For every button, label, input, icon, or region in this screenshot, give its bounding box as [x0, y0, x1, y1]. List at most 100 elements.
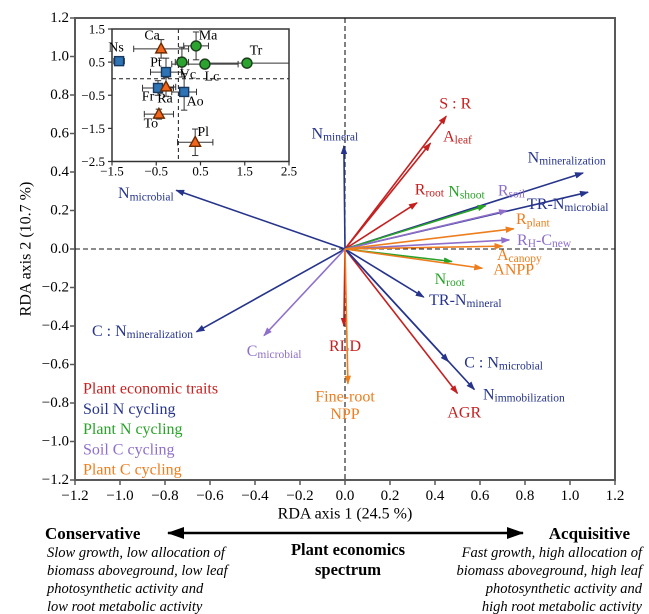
x-tick-label: −1.0: [106, 488, 133, 504]
inset-point-vc: Vc: [176, 56, 196, 83]
triangle-marker: [159, 79, 173, 92]
vector-arrow: [344, 237, 511, 250]
vector-label-a-canopy: Acanopy: [497, 246, 542, 265]
inset-x-tick-label: 0.5: [192, 164, 208, 179]
vector-n-microbial: Nmicrobial: [118, 185, 346, 250]
y-tick-label: −0.6: [42, 357, 70, 373]
inset-y-tick-label: 1.5: [89, 22, 105, 37]
y-tick-label: −1.2: [42, 472, 69, 488]
inset-point-lc: Lc: [199, 58, 219, 85]
conservative-heading: Conservative: [45, 524, 141, 543]
inset-point-ns: Ns: [108, 41, 125, 67]
y-tick-label: 0.8: [50, 87, 69, 103]
x-tick-label: 0.6: [471, 488, 490, 504]
y-tick-label: 1.0: [50, 49, 69, 65]
x-tick-label: 0.4: [426, 488, 445, 504]
x-tick-label: −0.4: [241, 488, 269, 504]
x-axis-title: RDA axis 1 (24.5 %): [278, 506, 413, 523]
x-tick-label: −0.8: [151, 488, 178, 504]
vector-arrow: [344, 204, 487, 250]
vector-c-microbial: Cmicrobial: [247, 248, 346, 362]
vector-r-plant: Rplant: [344, 211, 551, 250]
inset-point-pt: Pt: [150, 56, 172, 78]
vector-label-n-mineralization: Nmineralization: [528, 149, 606, 168]
y-axis-title: RDA axis 2 (10.7 %): [18, 182, 35, 317]
vector-label-s-r: S : R: [439, 95, 471, 112]
inset-point-label-ca: Ca: [144, 28, 160, 43]
inset-y-tick-label: −1.5: [81, 121, 105, 136]
y-tick-label: −0.8: [42, 395, 69, 411]
vector-arrow: [344, 142, 432, 250]
inset-point-label-vc: Vc: [180, 68, 196, 83]
inset-point-ra: Ra: [157, 79, 174, 106]
inset-y-tick-label: −2.5: [81, 154, 105, 169]
vector-arrow: [344, 209, 508, 250]
y-tick-label: −0.4: [42, 318, 70, 334]
legend-plant-n-cycling: Plant N cycling: [83, 421, 183, 438]
x-tick-label: −0.2: [286, 488, 313, 504]
inset-point-label-ma: Ma: [199, 28, 218, 43]
legend-plant-c-cycling: Plant C cycling: [83, 462, 182, 479]
vector-arrow: [344, 226, 515, 250]
vector-a-leaf: Aleaf: [344, 128, 472, 250]
vector-n-immobilization: Nimmobilization: [344, 248, 565, 405]
vector-label-n-immobilization: Nimmobilization: [483, 386, 565, 405]
x-tick-label: −0.6: [196, 488, 224, 504]
y-tick-label: 0.2: [50, 203, 69, 219]
legend-soil-c-cycling: Soil C cycling: [83, 441, 175, 458]
vector-arrow: [344, 248, 352, 385]
vector-label-c-microbial: Cmicrobial: [247, 343, 302, 362]
vector-label-r-h-c-new: RH-Cnew: [517, 231, 572, 250]
x-tick-label: 0.0: [336, 488, 355, 504]
triangle-marker: [154, 41, 168, 54]
vector-label-n-root: Nroot: [435, 270, 466, 289]
triangle-marker: [188, 135, 202, 147]
inset-point-label-fr: Fr: [142, 89, 155, 104]
square-marker: [160, 66, 172, 78]
circle-marker: [241, 57, 253, 69]
vector-label-r-plant: Rplant: [516, 211, 550, 230]
circle-marker: [199, 58, 211, 70]
inset-point-ma: Ma: [190, 28, 218, 52]
vector-label-n-microbial: Nmicrobial: [118, 185, 174, 204]
vector-arrow: [175, 189, 346, 250]
inset-point-ca: Ca: [144, 28, 168, 54]
vector-anpp: ANPP: [344, 248, 534, 278]
inset-point-tr: Tr: [241, 44, 263, 69]
vector-n-shoot: Nshoot: [344, 183, 487, 250]
x-tick-label: −1.2: [61, 488, 88, 504]
inset-y-tick-label: −0.5: [81, 88, 105, 103]
vector-a-canopy: Acanopy: [344, 243, 542, 265]
vector-label-agr: AGR: [447, 404, 481, 421]
vector-fine-root-npp: Fine-root NPP: [315, 248, 375, 422]
acquisitive-heading: Acquisitive: [548, 524, 630, 543]
plant-economics-spectrum-heading: Plant economics spectrum: [290, 540, 406, 579]
vector-label-tr-n-mineral: TR-Nmineral: [429, 292, 501, 311]
inset-x-tick-label: −0.5: [144, 164, 168, 179]
square-marker: [113, 55, 125, 67]
inset-x-tick-label: −1.5: [100, 164, 124, 179]
vector-arrow: [344, 248, 459, 395]
vector-tr-n-mineral: TR-Nmineral: [344, 248, 502, 311]
vector-label-c-n-microbial: C : Nmicrobial: [464, 354, 543, 373]
legend-plant-economic-traits: Plant economic traits: [83, 381, 218, 398]
vector-arrow: [263, 248, 346, 337]
y-tick-label: 0.0: [50, 241, 69, 257]
square-marker: [178, 86, 190, 98]
vector-arrow: [344, 248, 484, 271]
inset-point-label-pt: Pt: [150, 56, 162, 71]
inset-x-tick-label: 1.5: [237, 164, 253, 179]
vector-arrow: [195, 248, 346, 333]
vector-c-n-mineralization: C : Nmineralization: [92, 248, 346, 341]
inset-x-tick-label: 2.5: [281, 164, 297, 179]
vector-label-tr-n-microbial: TR-Nmicrobial: [527, 195, 608, 214]
vector-n-mineral: Nmineral: [312, 125, 359, 250]
vector-label-r-soil: Rsoil: [498, 182, 525, 201]
vector-label-a-leaf: Aleaf: [443, 128, 472, 147]
vector-arrow: [344, 248, 476, 391]
inset-y-tick-label: 0.5: [89, 55, 105, 70]
y-tick-label: −1.0: [42, 434, 69, 450]
vector-label-n-mineral: Nmineral: [312, 125, 359, 144]
